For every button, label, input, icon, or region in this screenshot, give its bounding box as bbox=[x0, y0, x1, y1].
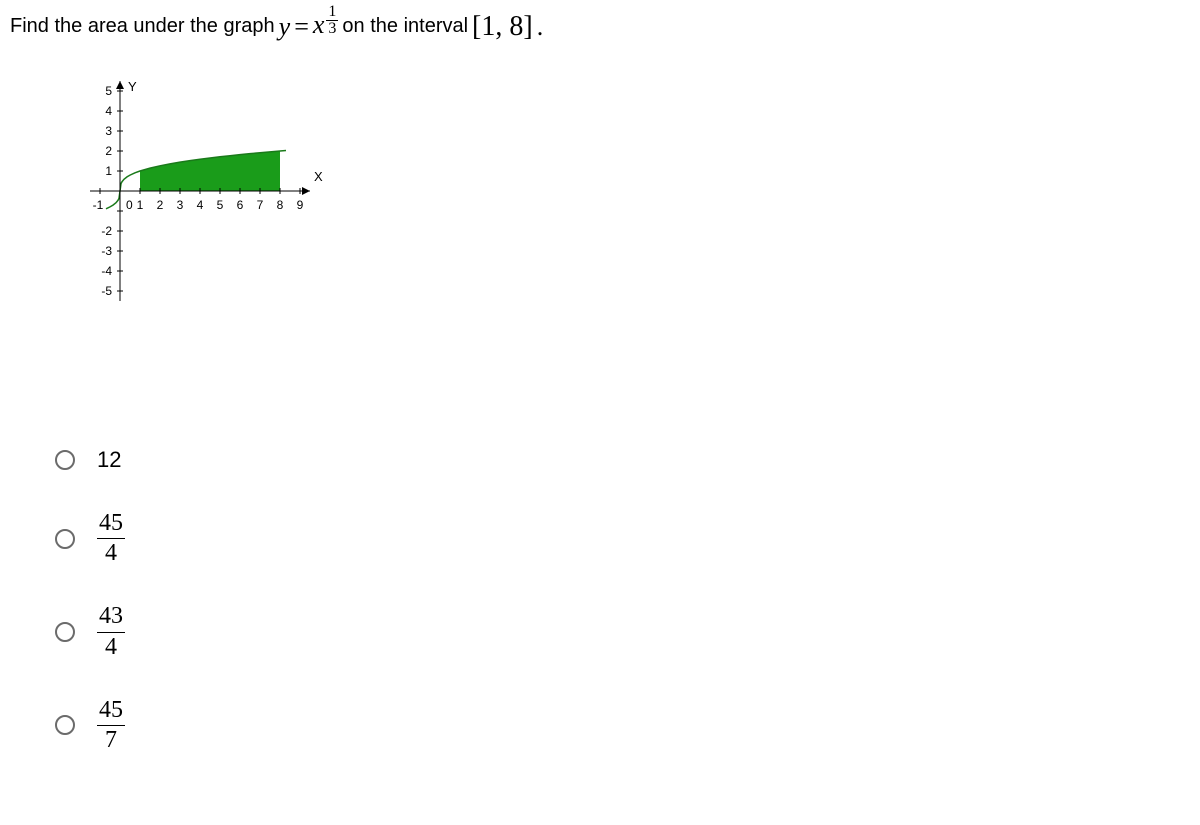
option-b-label: 45 4 bbox=[97, 511, 125, 566]
y-tick-label-neg: -2 bbox=[101, 224, 112, 238]
option-c[interactable]: 43 4 bbox=[55, 604, 1190, 659]
x-tick-label: 8 bbox=[277, 198, 284, 212]
chart-container: 123456789-112345-2-3-4-50XY bbox=[30, 51, 1190, 347]
y-tick-label-neg: -3 bbox=[101, 244, 112, 258]
x-arrow-icon bbox=[302, 187, 310, 195]
x-tick-label: 1 bbox=[137, 198, 144, 212]
radio-icon[interactable] bbox=[55, 450, 75, 470]
option-a[interactable]: 12 bbox=[55, 447, 1190, 473]
y-tick-label-neg: -5 bbox=[101, 284, 112, 298]
y-tick-label: 4 bbox=[105, 104, 112, 118]
curve-negative bbox=[106, 191, 120, 209]
var-y: y bbox=[279, 12, 291, 42]
var-x: x bbox=[313, 10, 325, 40]
area-chart: 123456789-112345-2-3-4-50XY bbox=[30, 51, 350, 341]
x-tick-label-neg: -1 bbox=[93, 198, 104, 212]
x-tick-label: 3 bbox=[177, 198, 184, 212]
radio-icon[interactable] bbox=[55, 529, 75, 549]
radio-icon[interactable] bbox=[55, 622, 75, 642]
question-mid: on the interval bbox=[342, 15, 468, 38]
exponent-fraction: 1 3 bbox=[326, 4, 338, 37]
x-tick-label: 7 bbox=[257, 198, 264, 212]
question-prefix: Find the area under the graph bbox=[10, 15, 275, 38]
question-text: Find the area under the graph y = x 1 3 … bbox=[10, 10, 1190, 43]
y-tick-label-neg: -4 bbox=[101, 264, 112, 278]
period: . bbox=[537, 12, 544, 42]
x-tick-label: 2 bbox=[157, 198, 164, 212]
interval: [1, 8] bbox=[472, 11, 533, 43]
option-a-label: 12 bbox=[97, 447, 121, 473]
y-axis-label: Y bbox=[128, 79, 137, 94]
x-tick-label: 6 bbox=[237, 198, 244, 212]
option-b[interactable]: 45 4 bbox=[55, 511, 1190, 566]
origin-label: 0 bbox=[126, 198, 133, 212]
y-tick-label: 2 bbox=[105, 144, 112, 158]
shaded-region bbox=[140, 151, 280, 191]
equals-sign: = bbox=[294, 12, 309, 42]
x-tick-label: 9 bbox=[297, 198, 304, 212]
option-d[interactable]: 45 7 bbox=[55, 698, 1190, 753]
answer-options: 12 45 4 43 4 45 7 bbox=[55, 447, 1190, 753]
x-tick-label: 5 bbox=[217, 198, 224, 212]
radio-icon[interactable] bbox=[55, 715, 75, 735]
y-arrow-icon bbox=[116, 81, 124, 89]
option-d-label: 45 7 bbox=[97, 698, 125, 753]
y-tick-label: 3 bbox=[105, 124, 112, 138]
x-axis-label: X bbox=[314, 169, 323, 184]
y-tick-label: 1 bbox=[105, 164, 112, 178]
y-tick-label: 5 bbox=[105, 84, 112, 98]
x-tick-label: 4 bbox=[197, 198, 204, 212]
option-c-label: 43 4 bbox=[97, 604, 125, 659]
